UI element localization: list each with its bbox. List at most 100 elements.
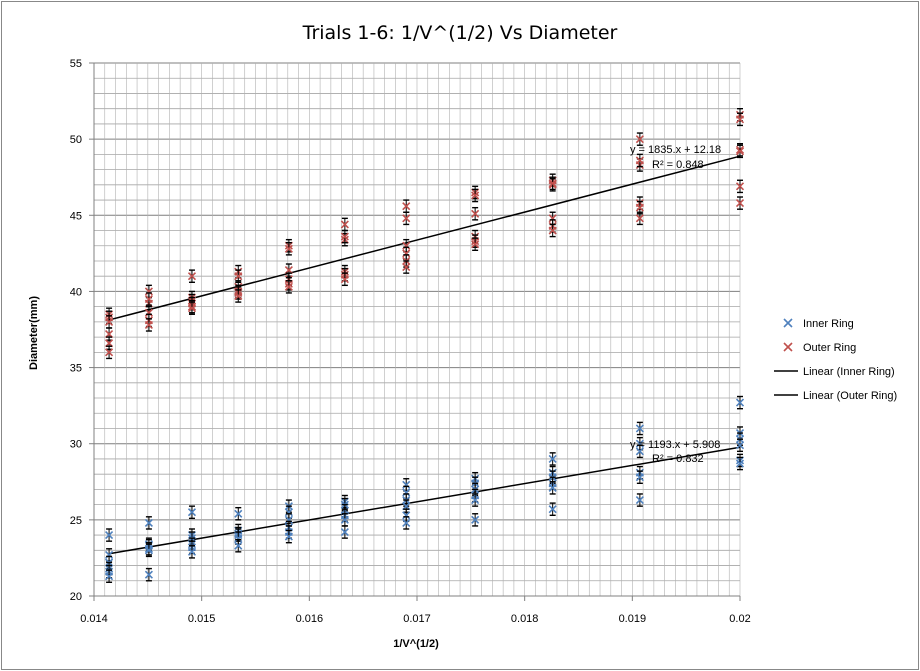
marker-stroke bbox=[284, 244, 293, 253]
trend-equation: y = 1193.x + 5.908 bbox=[630, 439, 720, 451]
legend-item: Linear (Inner Ring) bbox=[774, 366, 895, 378]
legend-label: Inner Ring bbox=[803, 318, 854, 330]
trendline bbox=[108, 446, 741, 555]
x-tick-label: 0.014 bbox=[80, 613, 108, 625]
marker-stroke bbox=[284, 532, 293, 541]
y-tick-label: 35 bbox=[70, 363, 82, 375]
marker-stroke bbox=[284, 515, 293, 524]
marker-stroke bbox=[471, 515, 480, 524]
y-axis-label: Diameter(mm) bbox=[28, 296, 40, 370]
marker-stroke bbox=[548, 226, 557, 235]
data-point bbox=[635, 444, 644, 459]
data-point bbox=[234, 289, 243, 303]
marker-stroke bbox=[105, 348, 114, 357]
marker-stroke bbox=[635, 203, 644, 212]
marker-stroke bbox=[144, 287, 153, 296]
marker-stroke bbox=[105, 572, 114, 581]
marker-stroke bbox=[187, 508, 197, 517]
data-point bbox=[635, 153, 644, 168]
y-tick-label: 55 bbox=[70, 58, 82, 70]
data-point bbox=[635, 493, 644, 507]
data-point bbox=[234, 538, 243, 553]
marker-stroke bbox=[144, 570, 153, 579]
legend-item: Inner Ring bbox=[783, 318, 854, 330]
marker-stroke bbox=[234, 509, 243, 518]
data-point bbox=[635, 132, 644, 146]
x-tick-label: 0.016 bbox=[296, 613, 324, 625]
data-point bbox=[105, 528, 114, 542]
marker-stroke bbox=[402, 262, 411, 272]
marker-stroke bbox=[402, 518, 411, 527]
data-point bbox=[187, 545, 197, 559]
trend-equation: y = 1835.x + 12.18 bbox=[630, 144, 721, 156]
marker-stroke bbox=[402, 480, 411, 489]
data-point bbox=[144, 292, 153, 306]
marker-stroke bbox=[144, 518, 153, 527]
marker-stroke bbox=[187, 547, 197, 556]
marker-stroke bbox=[105, 330, 114, 339]
marker-stroke bbox=[144, 546, 153, 555]
data-point bbox=[735, 395, 745, 410]
data-point bbox=[340, 272, 349, 287]
data-point bbox=[284, 529, 293, 544]
y-tick-label: 45 bbox=[70, 210, 82, 222]
data-point bbox=[234, 506, 243, 521]
data-point bbox=[471, 237, 480, 252]
marker-stroke bbox=[340, 527, 349, 537]
marker-stroke bbox=[284, 508, 293, 517]
marker-stroke bbox=[635, 156, 644, 165]
data-point bbox=[735, 112, 745, 127]
data-point bbox=[635, 211, 644, 226]
marker-stroke bbox=[402, 488, 411, 497]
y-tick-label: 25 bbox=[70, 515, 82, 527]
marker-stroke bbox=[471, 240, 480, 249]
marker-stroke bbox=[105, 317, 114, 326]
data-point bbox=[144, 516, 153, 530]
marker-stroke bbox=[471, 495, 480, 505]
marker-stroke bbox=[340, 275, 349, 284]
y-tick-label: 40 bbox=[70, 286, 82, 298]
marker-stroke bbox=[402, 241, 411, 250]
marker-stroke bbox=[234, 291, 243, 301]
marker-stroke bbox=[284, 266, 293, 275]
marker-stroke bbox=[548, 179, 557, 188]
data-point bbox=[105, 315, 114, 329]
y-tick-label: 30 bbox=[70, 439, 82, 451]
data-point bbox=[402, 516, 411, 530]
data-point bbox=[635, 421, 644, 436]
marker-stroke bbox=[340, 232, 349, 241]
x-tick-label: 0.02 bbox=[729, 613, 750, 625]
marker-stroke bbox=[635, 135, 644, 144]
data-point bbox=[284, 241, 293, 256]
data-point bbox=[471, 206, 480, 221]
data-points bbox=[105, 107, 745, 583]
marker-stroke bbox=[735, 441, 745, 450]
legend-label: Linear (Outer Ring) bbox=[803, 390, 897, 402]
y-tick-label: 20 bbox=[70, 591, 82, 603]
data-point bbox=[548, 176, 557, 191]
marker-stroke bbox=[548, 454, 557, 464]
legend-label: Linear (Inner Ring) bbox=[803, 366, 895, 378]
marker-stroke bbox=[402, 202, 411, 211]
data-point bbox=[402, 211, 411, 226]
marker-stroke bbox=[471, 191, 480, 200]
legend-label: Outer Ring bbox=[803, 342, 856, 354]
marker-stroke bbox=[187, 304, 197, 313]
trend-r-squared: R² = 0.848 bbox=[652, 159, 704, 171]
marker-stroke bbox=[340, 515, 349, 524]
marker-stroke bbox=[234, 272, 243, 281]
marker-stroke bbox=[735, 398, 745, 407]
marker-stroke bbox=[144, 294, 153, 304]
data-point bbox=[105, 569, 114, 583]
marker-stroke bbox=[402, 249, 411, 258]
marker-stroke bbox=[105, 531, 114, 540]
marker-stroke bbox=[144, 320, 153, 329]
data-point bbox=[548, 481, 557, 495]
marker-stroke bbox=[548, 505, 557, 514]
trendlines bbox=[108, 155, 741, 555]
trendline bbox=[108, 155, 741, 321]
data-point bbox=[735, 438, 745, 453]
marker-stroke bbox=[635, 473, 644, 482]
marker-stroke bbox=[635, 439, 644, 448]
